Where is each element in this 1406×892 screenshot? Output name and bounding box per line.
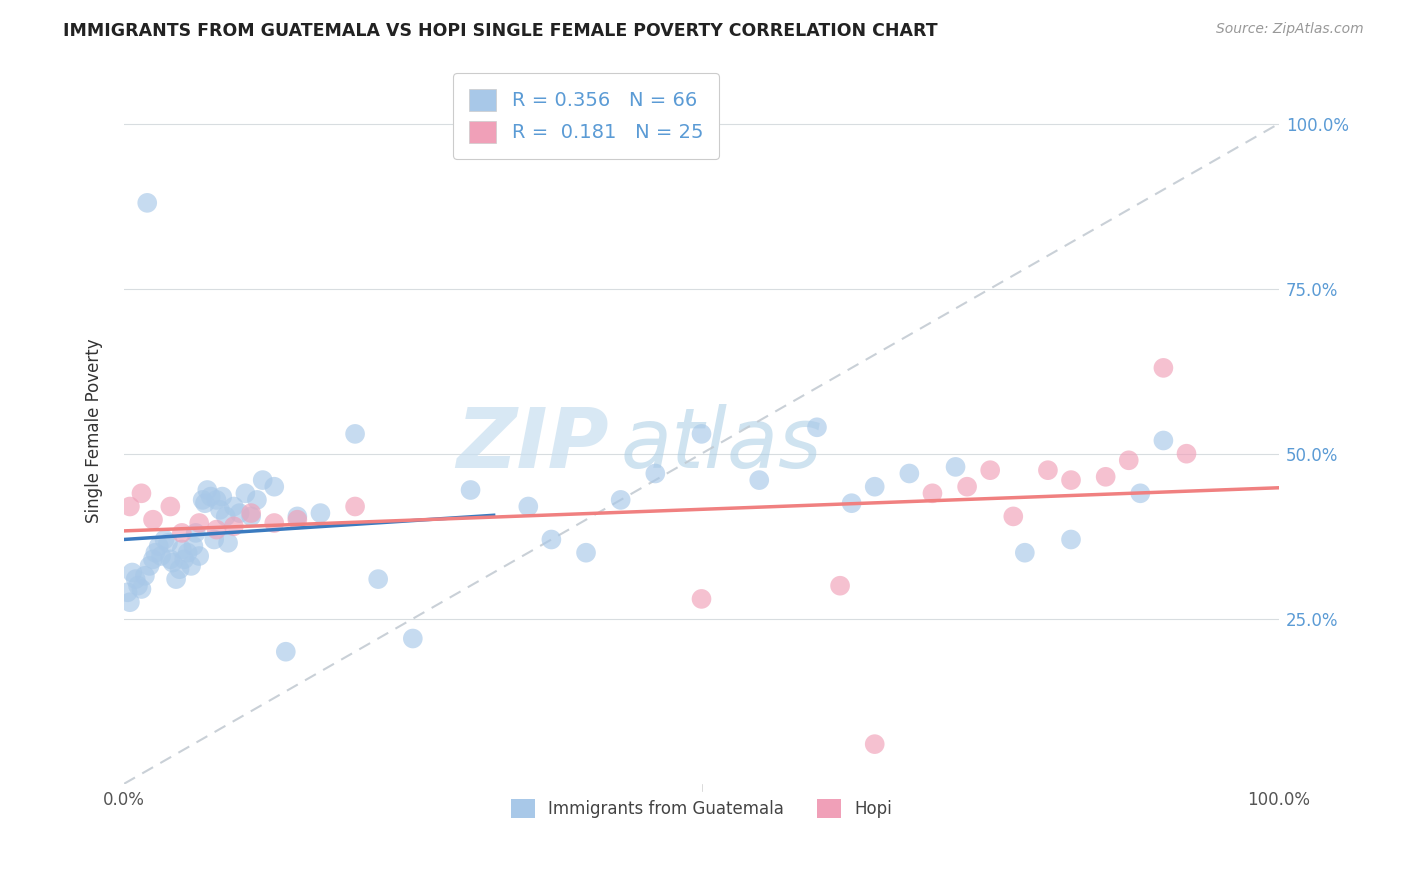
Point (169, 562, 191, 576)
Point (195, 483, 218, 497)
Point (344, 500, 367, 514)
Point (165, 572, 187, 586)
Point (285, 513, 308, 527)
Point (188, 549, 211, 563)
Point (263, 480, 285, 494)
Point (222, 500, 245, 514)
Point (1152, 360, 1174, 375)
Point (217, 536, 239, 550)
Point (170, 542, 193, 557)
Point (156, 536, 179, 550)
Point (215, 509, 238, 524)
Point (841, 496, 863, 510)
Point (1175, 447, 1198, 461)
Point (263, 516, 285, 530)
Point (540, 533, 562, 547)
Point (344, 426, 367, 441)
Point (228, 506, 250, 520)
Point (828, 579, 851, 593)
Point (863, 737, 886, 751)
Point (127, 579, 149, 593)
Text: Source: ZipAtlas.com: Source: ZipAtlas.com (1216, 22, 1364, 37)
Point (205, 492, 228, 507)
Point (194, 496, 217, 510)
Point (180, 558, 202, 573)
Point (235, 486, 257, 500)
Point (898, 467, 921, 481)
Point (979, 463, 1001, 477)
Point (1036, 463, 1059, 477)
Text: ZIP: ZIP (457, 404, 609, 485)
Point (150, 549, 173, 563)
Point (690, 426, 713, 441)
Point (246, 492, 269, 507)
Legend: Immigrants from Guatemala, Hopi: Immigrants from Guatemala, Hopi (505, 792, 898, 825)
Point (211, 490, 233, 504)
Point (142, 552, 165, 566)
Point (170, 525, 193, 540)
Text: atlas: atlas (620, 404, 823, 485)
Point (1060, 473, 1083, 487)
Point (748, 473, 770, 487)
Point (202, 533, 225, 547)
Point (131, 582, 153, 596)
Point (1002, 509, 1025, 524)
Point (173, 552, 195, 566)
Point (274, 645, 297, 659)
Y-axis label: Single Female Poverty: Single Female Poverty (86, 338, 103, 523)
Point (609, 492, 631, 507)
Point (1152, 434, 1174, 448)
Point (956, 480, 979, 494)
Point (222, 519, 245, 533)
Point (863, 480, 886, 494)
Point (690, 591, 713, 606)
Text: IMMIGRANTS FROM GUATEMALA VS HOPI SINGLE FEMALE POVERTY CORRELATION CHART: IMMIGRANTS FROM GUATEMALA VS HOPI SINGLE… (63, 22, 938, 40)
Point (806, 420, 828, 434)
Point (162, 556, 184, 570)
Point (402, 632, 425, 646)
Point (136, 195, 159, 210)
Point (183, 539, 205, 553)
Point (143, 546, 166, 560)
Point (367, 572, 389, 586)
Point (205, 523, 228, 537)
Point (131, 486, 153, 500)
Point (188, 516, 211, 530)
Point (517, 500, 540, 514)
Point (1118, 453, 1140, 467)
Point (184, 525, 207, 540)
Point (159, 500, 181, 514)
Point (644, 467, 666, 481)
Point (208, 503, 231, 517)
Point (200, 490, 222, 504)
Point (159, 552, 181, 566)
Point (153, 533, 176, 547)
Point (460, 483, 482, 497)
Point (1014, 546, 1036, 560)
Point (118, 595, 141, 609)
Point (117, 585, 139, 599)
Point (138, 558, 160, 573)
Point (285, 509, 308, 524)
Point (118, 500, 141, 514)
Point (1060, 533, 1083, 547)
Point (921, 486, 943, 500)
Point (125, 572, 148, 586)
Point (240, 506, 263, 520)
Point (121, 566, 143, 580)
Point (252, 473, 274, 487)
Point (191, 492, 214, 507)
Point (1094, 470, 1116, 484)
Point (309, 506, 332, 520)
Point (1129, 486, 1152, 500)
Point (134, 569, 156, 583)
Point (240, 509, 263, 524)
Point (142, 513, 165, 527)
Point (575, 546, 598, 560)
Point (945, 459, 967, 474)
Point (148, 539, 170, 553)
Point (176, 546, 198, 560)
